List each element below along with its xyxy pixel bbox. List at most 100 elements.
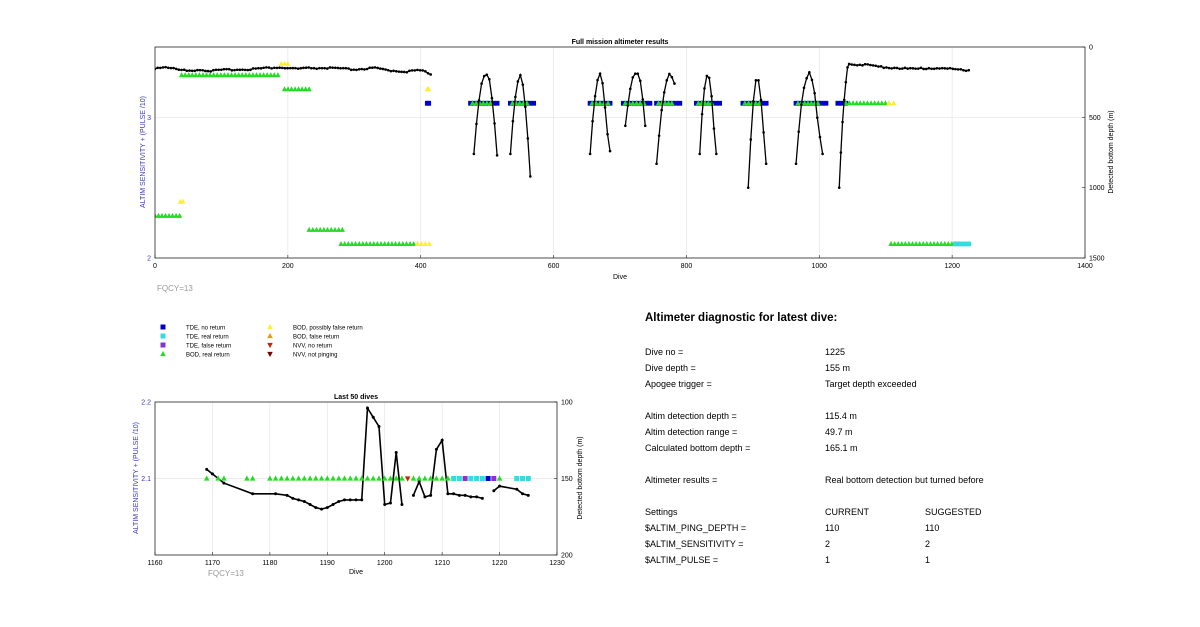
top-marker-bod-real-return (182, 72, 188, 78)
top-bottom-depth-point (930, 67, 933, 71)
top-bottom-depth-point (662, 91, 666, 94)
top-bottom-depth-line (838, 63, 850, 188)
top-bottom-depth-point (935, 66, 939, 70)
top-marker-bod-real-return (802, 100, 808, 106)
altimeter-results-label: Altimeter results = (645, 475, 718, 485)
top-marker-tde-no-return (632, 100, 638, 106)
top-xtick-label: 1000 (811, 263, 827, 270)
bottom-marker-bod-real-return (244, 475, 250, 481)
top-bottom-depth-point (946, 67, 949, 70)
top-bottom-depth-point (715, 152, 718, 156)
top-bottom-depth-point (700, 112, 704, 116)
top-bottom-depth-point (712, 127, 716, 130)
top-marker-bod-real-return (260, 72, 267, 78)
top-bottom-depth-point (344, 66, 348, 70)
top-bottom-depth-point (885, 66, 888, 69)
top-bottom-depth-point (853, 63, 856, 67)
top-marker-bod-real-return (920, 240, 926, 246)
top-marker-bod-real-return (622, 100, 628, 106)
top-ytick-left-label: 2 (147, 256, 151, 263)
top-marker-tde-no-return (527, 100, 533, 106)
bottom-marker-tde-real-return (451, 476, 457, 481)
top-bottom-depth-line (795, 70, 824, 164)
top-bottom-depth-line (849, 63, 969, 72)
top-marker-bod-real-return (917, 240, 923, 246)
top-bottom-depth-point (710, 94, 713, 98)
top-bottom-depth-point (524, 105, 527, 109)
top-bottom-depth-point (363, 68, 366, 71)
row-apogee: Apogee trigger = Target depth exceeded (645, 376, 1165, 392)
top-bottom-depth-point (893, 66, 896, 70)
top-bottom-depth-point (206, 69, 210, 73)
top-marker-bod-real-return (517, 100, 523, 106)
top-bottom-depth-point (233, 68, 236, 72)
top-bottom-depth-point (376, 66, 379, 70)
bottom-bottom-depth-point (320, 507, 324, 511)
top-marker-bod-real-return (335, 226, 342, 232)
legend-marker-tde-no-return (160, 324, 166, 330)
bottom-ytick-left-label: 2.2 (141, 400, 151, 407)
top-bottom-depth-point (341, 66, 345, 70)
top-marker-bod-real-return (306, 86, 312, 92)
top-bottom-depth-point (259, 67, 263, 70)
top-bottom-depth-point (159, 66, 162, 70)
top-marker-bod-real-return (868, 100, 874, 106)
top-marker-bod-real-return (882, 100, 889, 106)
bottom-bottom-depth-point (302, 499, 306, 503)
top-bottom-depth-point (328, 66, 332, 69)
top-bottom-depth-point (217, 68, 220, 72)
top-bottom-depth-point (267, 66, 271, 69)
top-bottom-depth-point (336, 66, 340, 70)
top-marker-bod-real-return (360, 240, 366, 246)
top-bottom-depth-point (400, 70, 403, 74)
top-marker-tde-no-return (819, 100, 825, 106)
legend-marker-nvv-no-return (267, 342, 273, 349)
top-bottom-depth-point (911, 67, 915, 70)
top-bottom-depth-point (598, 72, 602, 76)
bottom-bottom-depth-point (210, 472, 214, 476)
top-bottom-depth-point (243, 68, 247, 72)
top-marker-tde-no-return (636, 100, 641, 106)
legend-label-tde-no-return: TDE, no return (186, 326, 225, 332)
top-marker-tde-no-return (673, 100, 679, 106)
top-marker-bod-real-return (385, 240, 391, 246)
top-bottom-depth-point (837, 186, 841, 189)
bottom-bottom-depth-point (434, 447, 438, 451)
top-xtick-label: 600 (548, 263, 560, 270)
top-marker-bod-possibly-false-return (281, 60, 288, 66)
bottom-bottom-depth-point (388, 501, 392, 505)
top-ticks: 0 200 400 600 800 1000 1200 1400 2 3 0 500 1000 1500 (147, 45, 1105, 271)
bottom-marker-tde-real-return (474, 476, 480, 481)
bottom-marker-bod-real-return (301, 475, 308, 481)
top-marker-bod-real-return (396, 240, 402, 246)
dive-depth-label: Dive depth = (645, 363, 696, 373)
bottom-bottom-depth-point (308, 503, 312, 507)
top-bottom-depth-point (601, 81, 604, 85)
top-marker-bod-real-return (843, 100, 849, 106)
top-bottom-depth-point (185, 69, 189, 73)
top-marker-bod-possibly-false-return (426, 86, 432, 92)
top-marker-bod-possibly-false-return (886, 100, 892, 106)
top-bottom-depth-point (193, 69, 197, 73)
bottom-marker-bod-real-return (358, 475, 365, 481)
top-marker-tde-no-return (677, 100, 683, 106)
top-marker-tde-no-return (490, 100, 496, 106)
top-bottom-depth-point (657, 134, 661, 137)
top-marker-bod-real-return (345, 240, 351, 246)
bottom-bottom-depth-point (331, 503, 335, 507)
top-bottom-depth-point (808, 71, 811, 74)
top-bottom-depth-point (919, 66, 923, 70)
top-marker-bod-real-return (389, 240, 395, 246)
bottom-ticks: 1160 1170 1180 1190 1200 1210 1220 1230 2.1 2.2 10… (141, 400, 573, 568)
bottom-marker-bod-real-return (393, 475, 399, 481)
top-bottom-depth-point (270, 67, 273, 70)
bottom-marker-bod-real-return (295, 475, 302, 481)
top-bottom-depth-point (914, 67, 917, 70)
bottom-bottom-depth-point (222, 481, 226, 485)
top-marker-bod-real-return (295, 86, 302, 92)
top-bottom-depth-point (802, 86, 806, 90)
sensitivity-label: $ALTIM_SENSITIVITY = (645, 539, 744, 549)
top-bottom-depth-point (813, 91, 816, 95)
top-marker-tde-no-return (740, 100, 746, 106)
top-bottom-depth-point (754, 79, 758, 82)
